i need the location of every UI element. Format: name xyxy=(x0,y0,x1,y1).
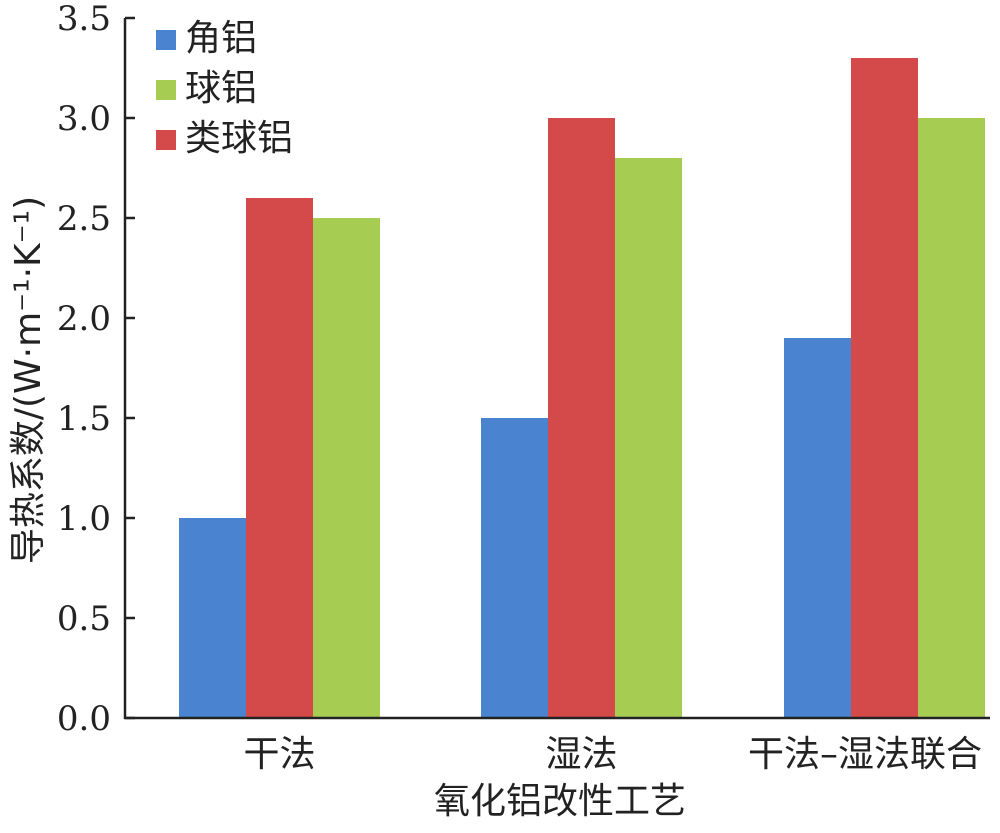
y-ticks: 0.0 0.5 1.0 1.5 2.0 2.5 3.0 3.5 xyxy=(57,0,135,739)
x-category-labels: 干法 湿法 干法–湿法联合 xyxy=(243,734,982,775)
bar-1-2 xyxy=(615,158,682,718)
y-tick-label: 2.0 xyxy=(57,299,111,339)
bar-2-0 xyxy=(784,338,851,718)
legend-label: 类球铝 xyxy=(185,118,293,159)
legend-swatch xyxy=(156,130,176,150)
bar-2-2 xyxy=(918,118,985,718)
bar-1-1 xyxy=(548,118,615,718)
x-category-label: 干法–湿法联合 xyxy=(748,734,982,775)
legend-swatch xyxy=(156,80,176,100)
bar-1-0 xyxy=(481,418,548,718)
legend-label: 球铝 xyxy=(185,68,257,109)
y-tick-label: 3.5 xyxy=(57,0,111,39)
y-tick-label: 3.0 xyxy=(57,99,111,139)
y-tick-label: 0.0 xyxy=(57,699,111,739)
bar-0-2 xyxy=(313,218,380,718)
y-tick-label: 1.0 xyxy=(57,499,111,539)
legend-swatch xyxy=(156,30,176,50)
y-axis-title: 导热系数/(W·m⁻¹·K⁻¹) xyxy=(8,196,49,564)
x-category-label: 湿法 xyxy=(545,734,617,775)
legend-label: 角铝 xyxy=(185,18,257,59)
bar-2-1 xyxy=(851,58,918,718)
bars-layer xyxy=(179,58,985,718)
y-tick-label: 2.5 xyxy=(57,199,111,239)
x-axis-title: 氧化铝改性工艺 xyxy=(434,781,686,822)
y-tick-label: 1.5 xyxy=(57,399,111,439)
x-category-label: 干法 xyxy=(243,734,315,775)
y-tick-label: 0.5 xyxy=(57,599,111,639)
bar-0-0 xyxy=(179,518,246,718)
bar-0-1 xyxy=(246,198,313,718)
